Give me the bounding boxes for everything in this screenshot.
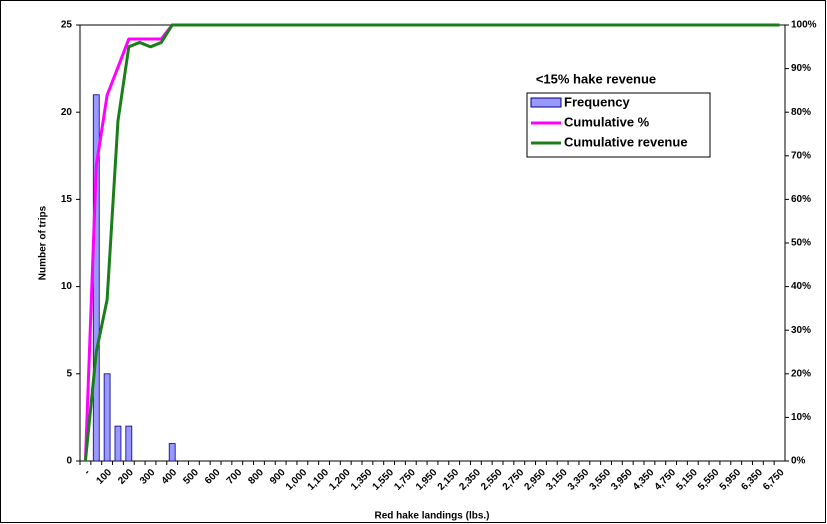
y2-tick-label: 70% xyxy=(791,150,811,161)
legend-label: Frequency xyxy=(564,94,631,109)
bar xyxy=(114,425,122,462)
legend-label: Cumulative % xyxy=(564,114,650,129)
legend-swatch xyxy=(530,97,562,108)
y-tick-label: 0 xyxy=(66,456,72,467)
y2-tick-label: 0% xyxy=(791,456,806,467)
y2-tick-label: 50% xyxy=(791,238,811,249)
legend-title: <15% hake revenue xyxy=(536,71,656,86)
y-tick-label: 5 xyxy=(66,368,72,379)
line xyxy=(83,23,780,462)
y-axis-title: Number of trips xyxy=(38,205,49,280)
y-tick-label: 20 xyxy=(61,107,73,118)
x-tick-label: - xyxy=(82,467,92,477)
legend-label: Cumulative revenue xyxy=(564,134,688,149)
y2-tick-label: 80% xyxy=(791,107,811,118)
bar xyxy=(103,373,111,462)
y2-tick-label: 20% xyxy=(791,368,811,379)
bar xyxy=(125,425,133,462)
y2-tick-label: 40% xyxy=(791,281,811,292)
y2-tick-label: 30% xyxy=(791,325,811,336)
plot-area xyxy=(79,24,786,462)
y2-tick-label: 90% xyxy=(791,63,811,74)
y2-tick-label: 10% xyxy=(791,412,811,423)
y-tick-label: 25 xyxy=(61,20,73,31)
y2-tick-label: 60% xyxy=(791,194,811,205)
y2-tick-label: 100% xyxy=(791,20,817,31)
y-tick-label: 10 xyxy=(61,281,73,292)
bar xyxy=(168,443,176,462)
x-axis-title: Red hake landings (lbs.) xyxy=(374,511,489,522)
y-tick-label: 15 xyxy=(61,194,73,205)
